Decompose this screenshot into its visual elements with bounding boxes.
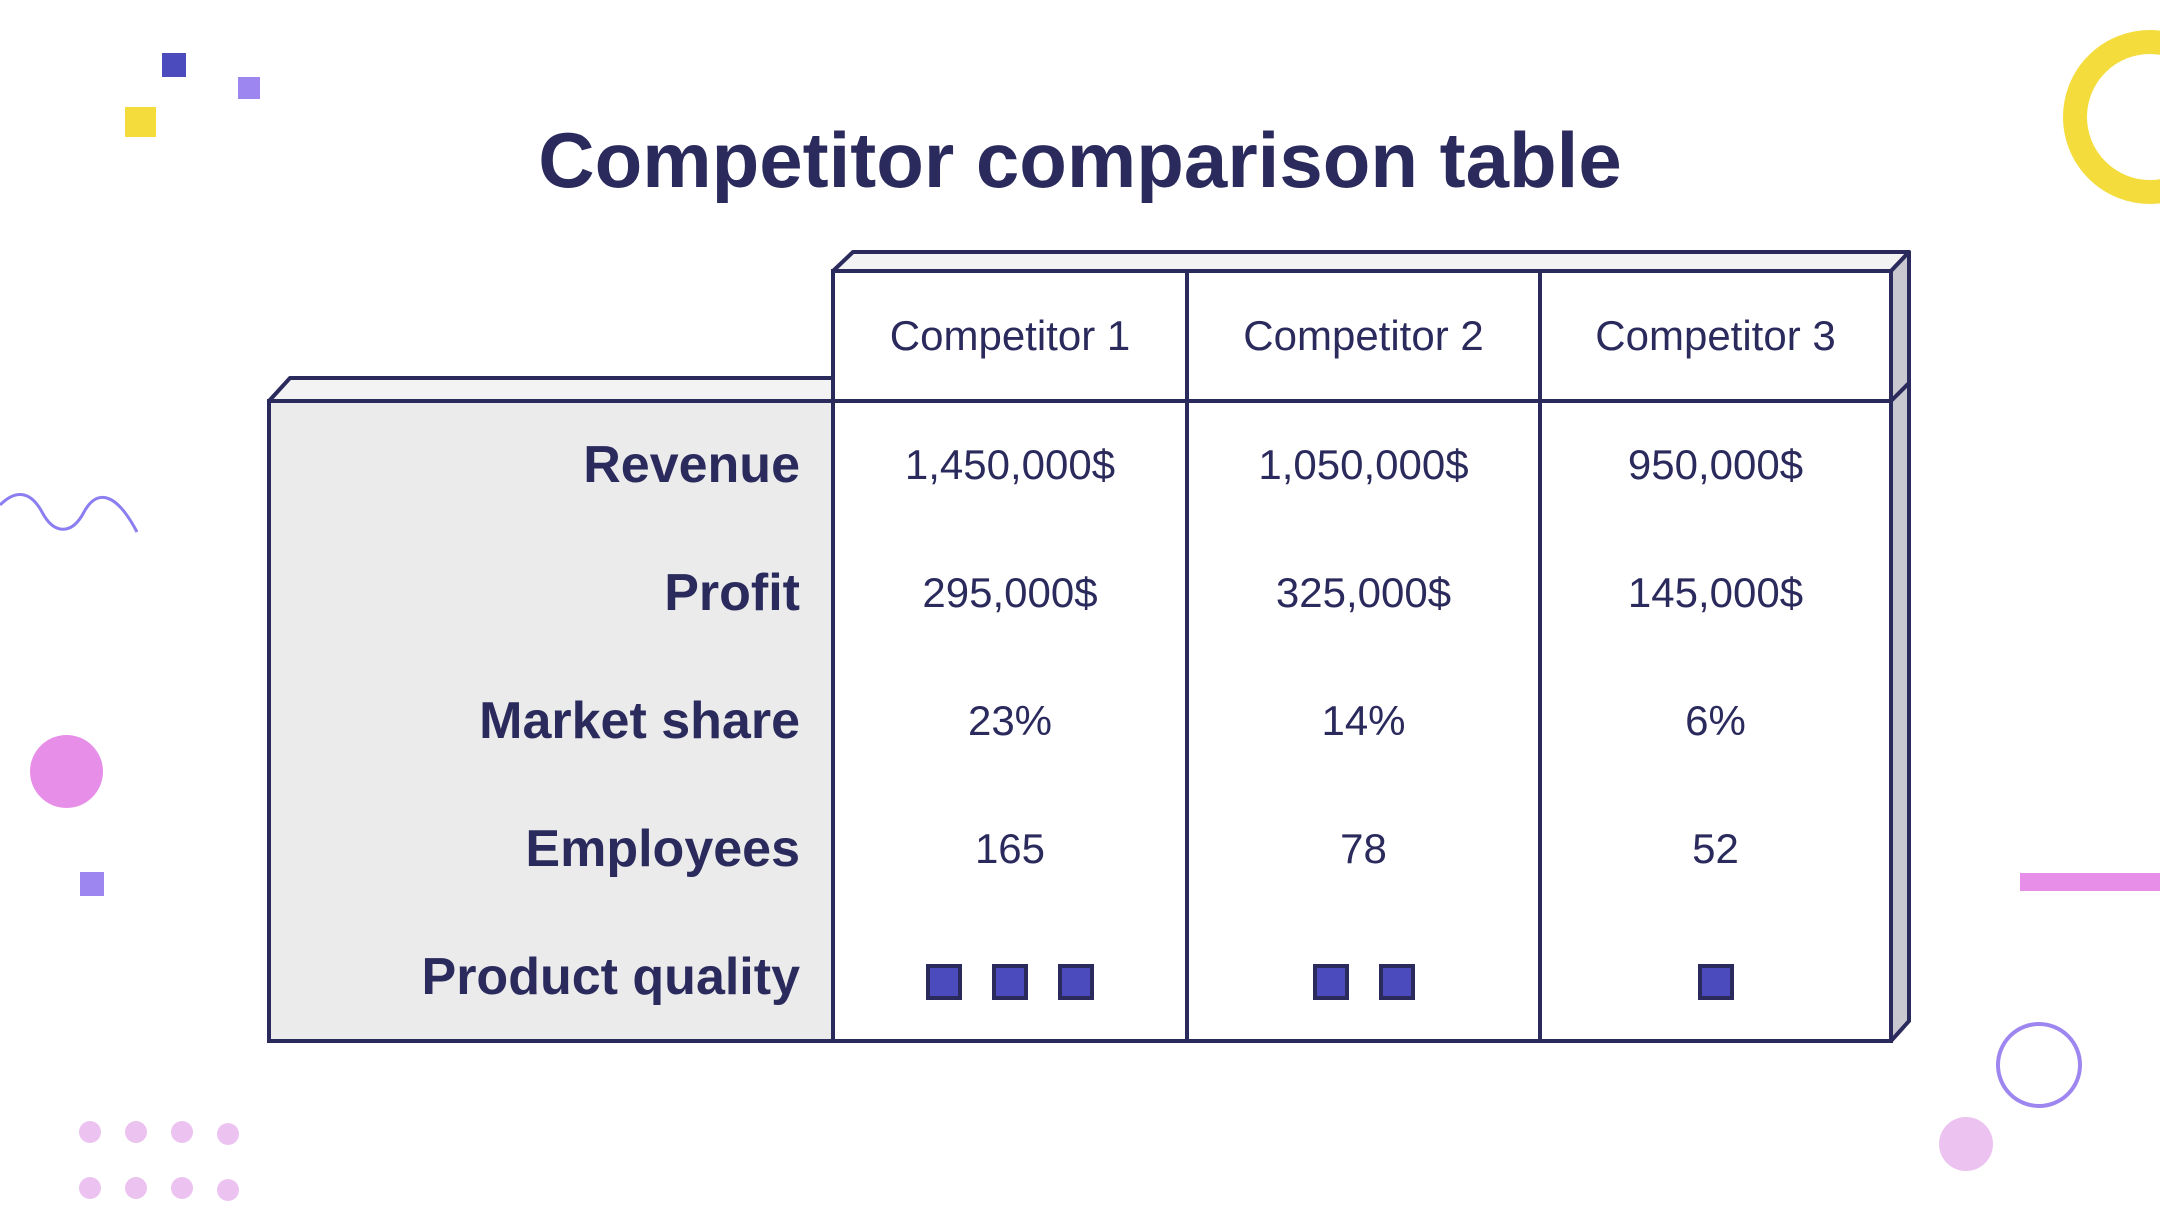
row-label-profit: Profit — [664, 564, 800, 622]
quality-rating — [926, 964, 1094, 1000]
deco-square-small-purple — [80, 872, 104, 896]
deco-square-purple — [238, 77, 260, 99]
row-label-revenue: Revenue — [583, 436, 800, 494]
deco-square-yellow — [125, 107, 156, 137]
cell-profit-competitor-2: 325,000$ — [1275, 569, 1452, 616]
quality-square — [1058, 964, 1094, 1000]
quality-rating — [1697, 964, 1734, 1000]
deco-wave-line — [0, 493, 139, 533]
cell-market-share-competitor-1: 23% — [967, 697, 1053, 744]
deco-square-blue — [162, 53, 186, 77]
quality-square — [1378, 964, 1415, 1000]
row-label-market-share: Market share — [479, 692, 800, 750]
cell-revenue-competitor-3: 950,000$ — [1627, 441, 1804, 488]
cell-profit-competitor-1: 295,000$ — [922, 569, 1098, 616]
cell-product-quality-competitor-2 — [1187, 913, 1540, 1041]
deco-ring-purple — [1996, 1022, 2082, 1108]
column-header-competitor-1: Competitor 1 — [889, 312, 1131, 359]
column-header-competitor-2: Competitor 2 — [1243, 312, 1484, 359]
column-header-competitor-3: Competitor 3 — [1595, 312, 1836, 359]
cell-revenue-competitor-1: 1,450,000$ — [904, 441, 1116, 488]
cell-employees-competitor-2: 78 — [1340, 825, 1387, 872]
quality-square — [1697, 964, 1734, 1000]
deco-circle-light-pink — [1939, 1117, 1993, 1171]
row-label-employees: Employees — [525, 820, 800, 878]
deco-dot-grid — [79, 1121, 239, 1201]
cell-product-quality-competitor-1 — [833, 913, 1187, 1041]
cell-market-share-competitor-3: 6% — [1685, 697, 1746, 744]
deco-circle-pink — [30, 735, 103, 808]
deco-bar-pink — [2020, 873, 2160, 891]
page-title: Competitor comparison table — [538, 116, 1622, 204]
cell-profit-competitor-3: 145,000$ — [1627, 569, 1804, 616]
quality-rating — [1312, 964, 1415, 1000]
quality-square — [926, 964, 962, 1000]
quality-square — [1312, 964, 1349, 1000]
quality-square — [992, 964, 1028, 1000]
cell-employees-competitor-1: 165 — [974, 825, 1046, 872]
cell-market-share-competitor-2: 14% — [1321, 697, 1406, 744]
row-label-product-quality: Product quality — [421, 948, 800, 1006]
cell-employees-competitor-3: 52 — [1692, 825, 1739, 872]
cell-revenue-competitor-2: 1,050,000$ — [1258, 441, 1469, 488]
cell-product-quality-competitor-3 — [1540, 913, 1891, 1041]
deco-ring-yellow — [2063, 30, 2160, 204]
